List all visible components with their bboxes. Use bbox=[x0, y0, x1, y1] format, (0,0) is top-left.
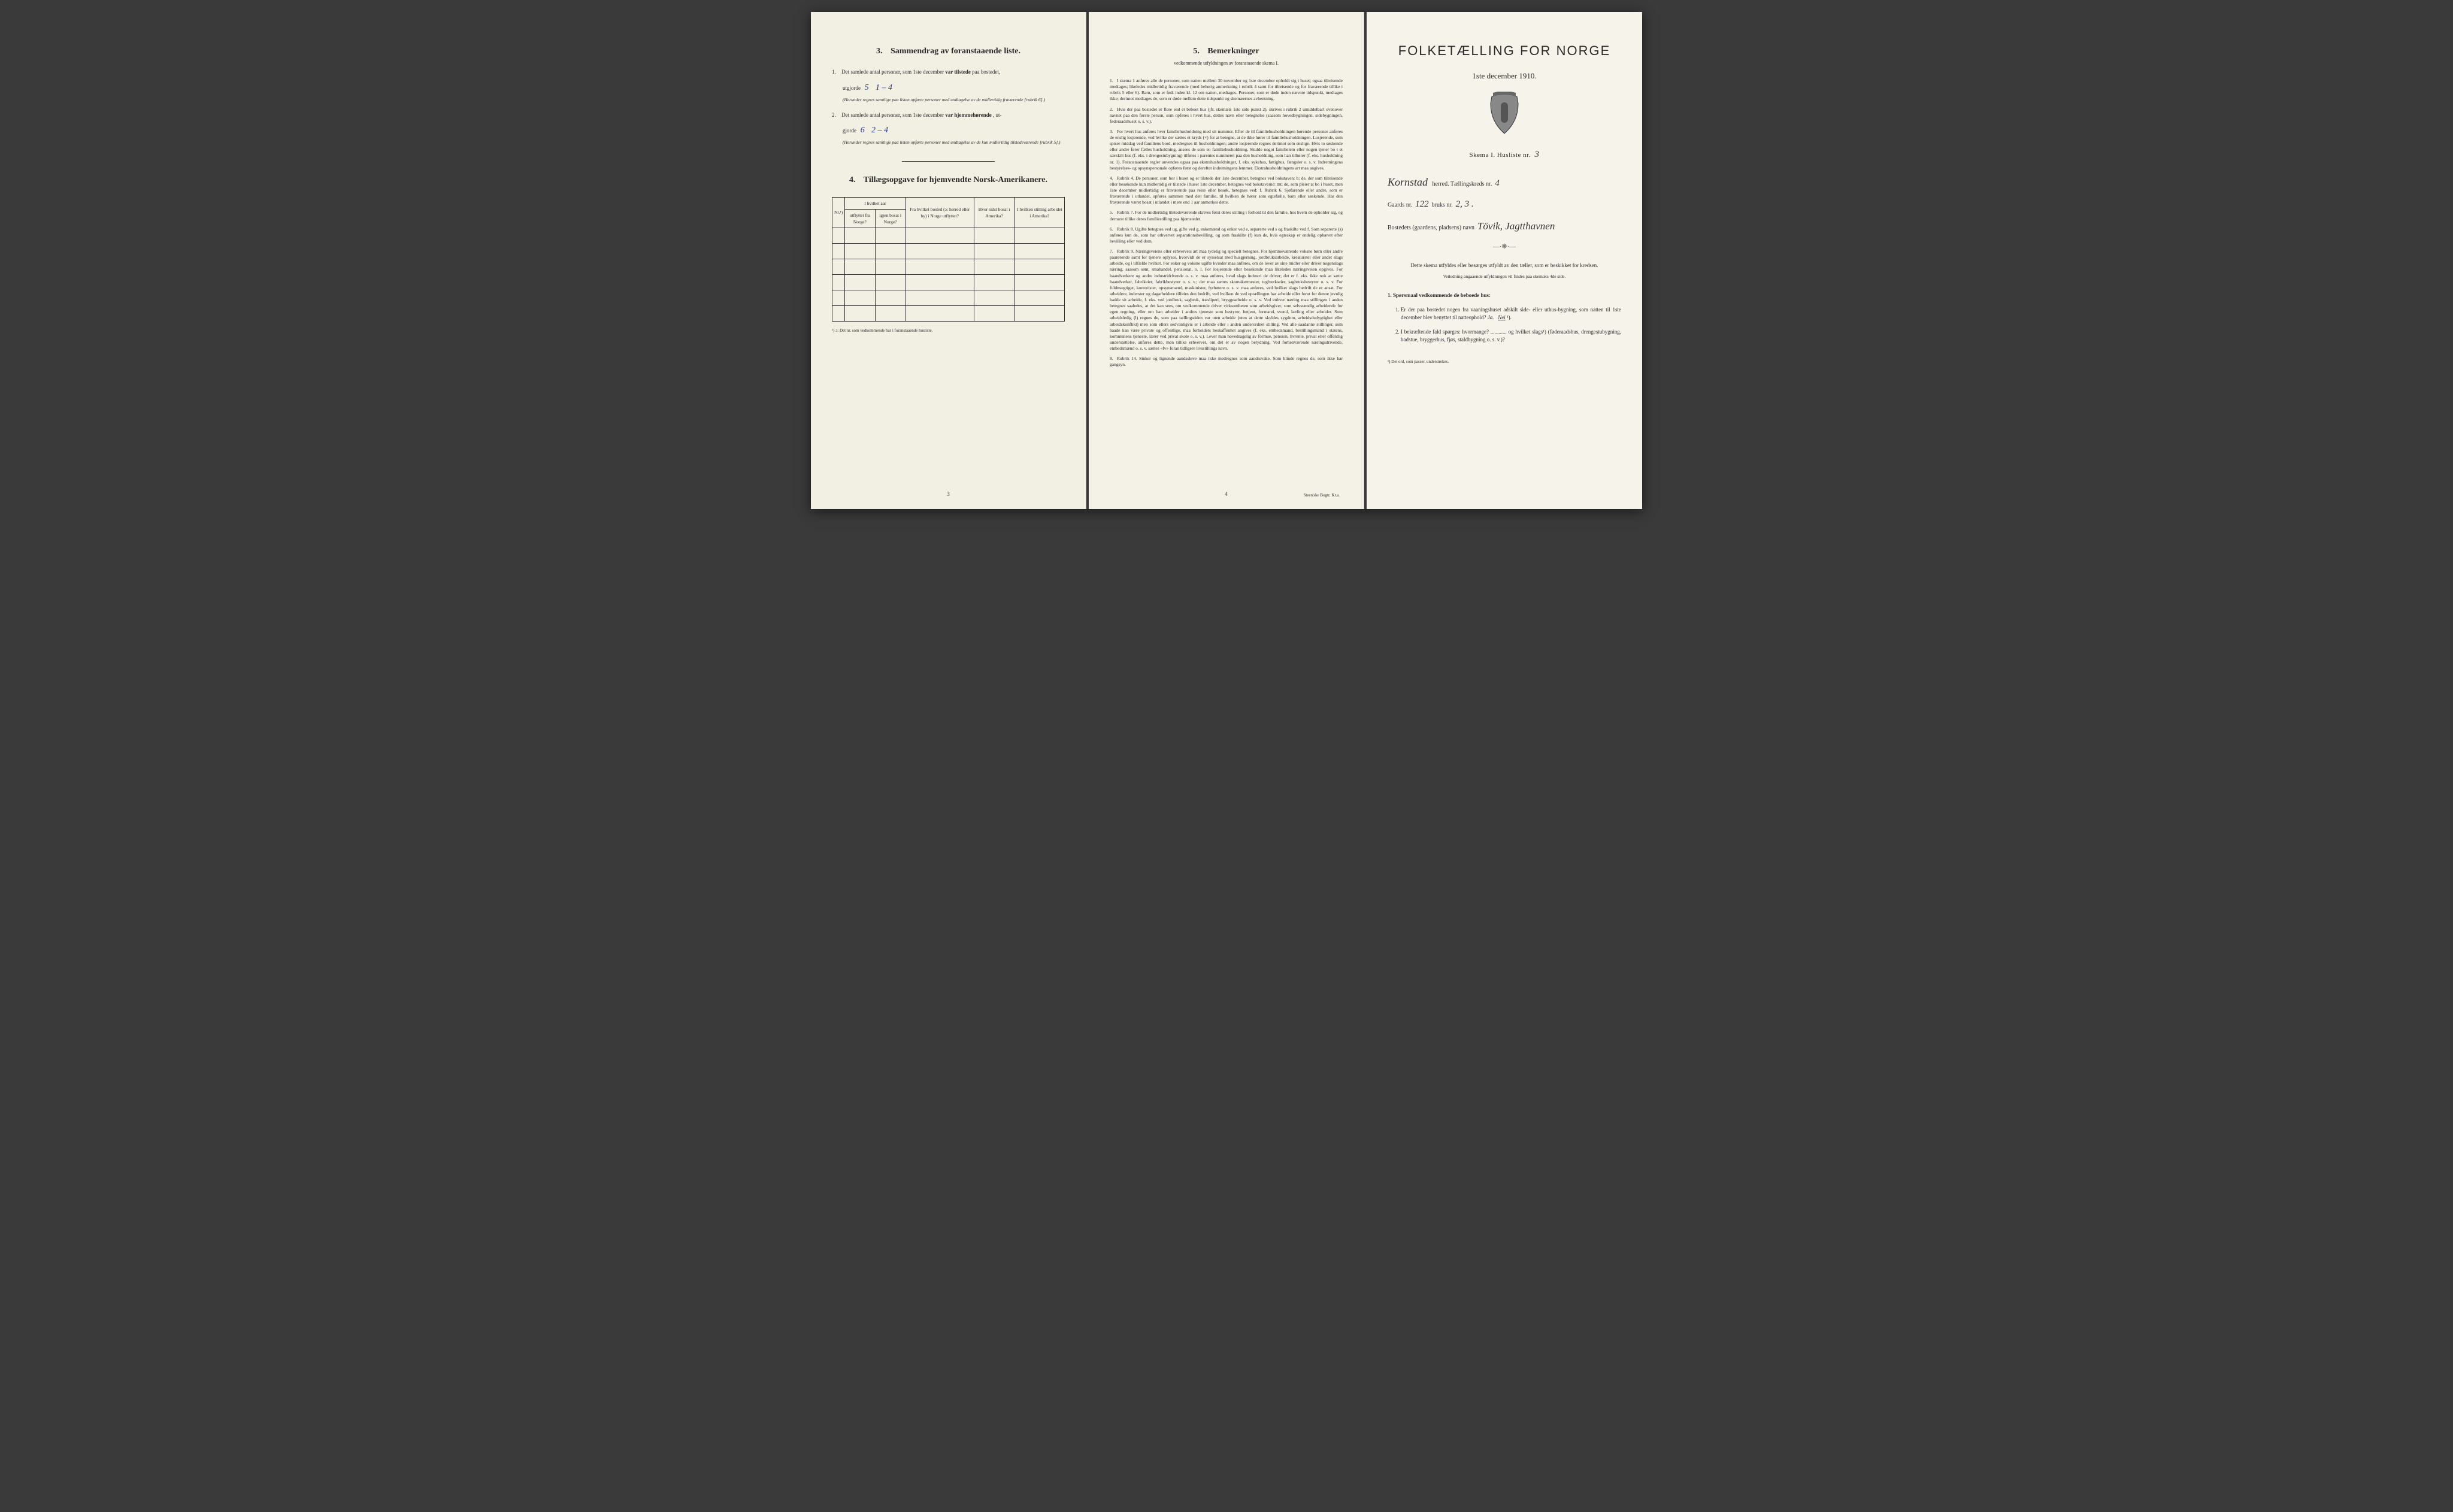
kreds-hw: 4 bbox=[1495, 178, 1500, 188]
section-3-label: Sammendrag av foranstaaende liste. bbox=[891, 47, 1020, 56]
item-2-bold: var hjemmehørende bbox=[945, 112, 991, 118]
note-7: 7.Rubrik 9. Næringsveiens eller erhverve… bbox=[1110, 249, 1343, 352]
section-5-num: 5. bbox=[1193, 47, 1200, 56]
question-2: I bekræftende fald spørges: hvormange? .… bbox=[1401, 328, 1621, 344]
section-3-num: 3. bbox=[876, 47, 883, 56]
printer-mark: Steen'ske Bogtr. Kr.a. bbox=[1303, 492, 1340, 499]
note-2: 2.Hvis der paa bostedet er flere end ét … bbox=[1110, 107, 1343, 125]
q-heading: 1. Spørsmaal vedkommende de beboede hus: bbox=[1388, 292, 1621, 300]
bosted-line: Bostedets (gaardens, pladsens) navn Tövi… bbox=[1388, 219, 1621, 234]
ornament-icon: ―·❋·― bbox=[1388, 242, 1621, 252]
item-1-fill: utgjorde 5 1 – 4 bbox=[832, 81, 1065, 94]
q1-nei: Nei bbox=[1498, 314, 1506, 320]
item-1-hw1: 5 bbox=[865, 83, 869, 92]
skema-label: Skema I. Husliste nr. bbox=[1470, 151, 1531, 159]
item-1-note: (Herunder regnes samtlige paa listen opf… bbox=[832, 96, 1065, 103]
item-1-text-c: paa bostedet, bbox=[972, 69, 1000, 75]
bosted-label: Bostedets (gaardens, pladsens) navn bbox=[1388, 225, 1474, 231]
bruks-label: bruks nr. bbox=[1432, 202, 1453, 208]
section-4-footnote: ¹) ɔ: Det nr. som vedkommende har i fora… bbox=[832, 328, 1065, 334]
herred-line: Kornstad herred. Tællingskreds nr. 4 bbox=[1388, 174, 1621, 190]
document-spread: 3. Sammendrag av foranstaaende liste. 1.… bbox=[811, 12, 1642, 509]
gaard-line: Gaards nr. 122 bruks nr. 2, 3 . bbox=[1388, 198, 1621, 211]
col-year-a: utflyttet fra Norge? bbox=[845, 209, 875, 228]
note-4: 4.Rubrik 4. De personer, som bor i huset… bbox=[1110, 175, 1343, 206]
section-3-title: 3. Sammendrag av foranstaaende liste. bbox=[832, 45, 1065, 57]
col-year-header: I hvilket aar bbox=[845, 197, 906, 209]
item-1-bold: var tilstede bbox=[945, 69, 971, 75]
note-5: 5.Rubrik 7. For de midlertidig tilstedev… bbox=[1110, 210, 1343, 222]
emigrant-tbody bbox=[832, 228, 1065, 322]
section-5-title: 5. Bemerkninger bbox=[1110, 45, 1343, 57]
page-4: 5. Bemerkninger vedkommende utfyldningen… bbox=[1089, 12, 1364, 509]
page-3: 3. Sammendrag av foranstaaende liste. 1.… bbox=[811, 12, 1086, 509]
husliste-nr-hw: 3 bbox=[1534, 150, 1539, 159]
page-cover: FOLKETÆLLING FOR NORGE 1ste december 191… bbox=[1367, 12, 1642, 509]
note-8: 8.Rubrik 14. Sinker og lignende aandsslø… bbox=[1110, 356, 1343, 368]
note-1: 1.I skema 1 anføres alle de personer, so… bbox=[1110, 78, 1343, 102]
col-job: I hvilken stilling arbeidet i Amerika? bbox=[1014, 197, 1064, 228]
item-1-num: 1. bbox=[832, 68, 840, 77]
gaard-label: Gaards nr. bbox=[1388, 202, 1412, 208]
bosted-hw: Tövik, Jagtthavnen bbox=[1477, 220, 1555, 232]
q2-text: I bekræftende fald spørges: hvormange? .… bbox=[1401, 329, 1621, 343]
herred-hw: Kornstad bbox=[1388, 176, 1428, 188]
main-title: FOLKETÆLLING FOR NORGE bbox=[1388, 41, 1621, 60]
gaard-hw: 122 bbox=[1415, 199, 1429, 209]
q1-ja: Ja. bbox=[1488, 314, 1494, 320]
item-2-text-c: , ut- bbox=[993, 112, 1002, 118]
item-2-hw2: 2 – 4 bbox=[871, 126, 888, 135]
section-5-label: Bemerkninger bbox=[1207, 47, 1259, 56]
note-6: 6.Rubrik 8. Ugifte betegnes ved ug, gift… bbox=[1110, 226, 1343, 244]
note-3: 3.For hvert hus anføres hver familiehush… bbox=[1110, 129, 1343, 171]
item-1-text-a: Det samlede antal personer, som 1ste dec… bbox=[841, 69, 945, 75]
col-nr: Nr.¹) bbox=[832, 197, 845, 228]
item-2-hw1: 6 bbox=[861, 126, 865, 135]
skema-line: Skema I. Husliste nr. 3 bbox=[1388, 148, 1621, 162]
item-2-text-a: Det samlede antal personer, som 1ste dec… bbox=[841, 112, 945, 118]
section-5-subtitle: vedkommende utfyldningen av foranstaaend… bbox=[1110, 60, 1343, 67]
page-num-3: 3 bbox=[947, 490, 950, 499]
item-2-num: 2. bbox=[832, 111, 840, 120]
coat-of-arms-icon bbox=[1487, 92, 1522, 135]
col-from: Fra hvilket bosted (ɔ: herred eller by) … bbox=[906, 197, 974, 228]
question-block: 1. Spørsmaal vedkommende de beboede hus:… bbox=[1388, 292, 1621, 344]
question-1: Er der paa bostedet nogen fra vaaningshu… bbox=[1401, 306, 1621, 322]
item-2: 2. Det samlede antal personer, som 1ste … bbox=[832, 111, 1065, 146]
section-4-num: 4. bbox=[849, 175, 856, 184]
herred-label: herred. Tællingskreds nr. bbox=[1433, 181, 1492, 187]
census-date: 1ste december 1910. bbox=[1388, 70, 1621, 82]
item-2-fill: gjorde 6 2 – 4 bbox=[832, 124, 1065, 137]
item-1: 1. Det samlede antal personer, som 1ste … bbox=[832, 68, 1065, 103]
emigrant-table: Nr.¹) I hvilket aar Fra hvilket bosted (… bbox=[832, 197, 1065, 322]
instructions-sub: Veiledning angaaende utfyldningen vil fi… bbox=[1388, 273, 1621, 280]
col-last: Hvor sidst bosat i Amerika? bbox=[974, 197, 1014, 228]
section-4-label: Tillægsopgave for hjemvendte Norsk-Ameri… bbox=[864, 175, 1047, 184]
item-1-label: utgjorde bbox=[843, 85, 861, 91]
page-num-4: 4 bbox=[1225, 490, 1228, 499]
right-footnote: ¹) Det ord, som passer, understrekes. bbox=[1388, 359, 1621, 365]
q1-sup: ¹). bbox=[1507, 314, 1512, 320]
bruks-hw: 2, 3 . bbox=[1456, 199, 1474, 209]
instructions: Dette skema utfyldes eller besørges utfy… bbox=[1388, 262, 1621, 270]
notes-list: 1.I skema 1 anføres alle de personer, so… bbox=[1110, 78, 1343, 368]
section-4-title: 4. Tillægsopgave for hjemvendte Norsk-Am… bbox=[832, 174, 1065, 186]
item-1-hw2: 1 – 4 bbox=[876, 83, 892, 92]
item-2-note: (Herunder regnes samtlige paa listen opf… bbox=[832, 139, 1065, 146]
col-year-b: igjen bosat i Norge? bbox=[875, 209, 906, 228]
item-2-label: gjorde bbox=[843, 128, 856, 134]
divider bbox=[902, 161, 995, 162]
